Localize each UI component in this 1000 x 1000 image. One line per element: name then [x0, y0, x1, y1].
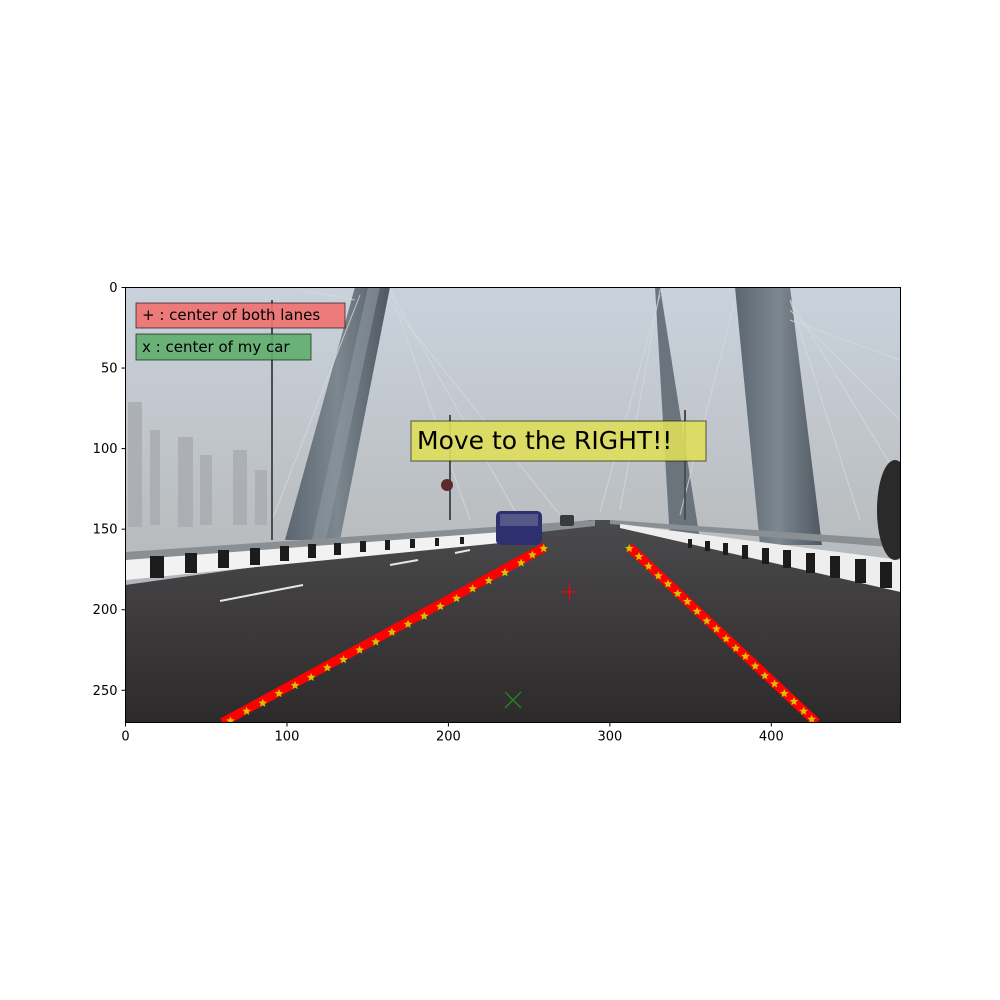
y-tick-label: 0 — [109, 281, 117, 296]
right-lane-points-point — [750, 661, 760, 670]
y-tick-label: 100 — [93, 442, 118, 457]
left-lane-points-point — [323, 663, 332, 672]
left-lane-points-point — [226, 716, 235, 723]
right-lane-points-point — [731, 643, 741, 653]
right-lane-points-point — [634, 552, 644, 561]
left-lane-points-point — [468, 584, 477, 593]
legend-lanes-center-label: + : center of both lanes — [142, 306, 320, 324]
lanes-center-plus — [561, 584, 578, 600]
right-lane-points-point — [712, 624, 721, 633]
x-tick-label: 0 — [121, 730, 129, 745]
left-lane-points-point — [403, 619, 413, 628]
right-lane-points-point — [789, 697, 799, 706]
legend-car-center-box: x : center of my car — [135, 333, 312, 361]
car-center-marker — [504, 691, 522, 709]
x-tick-label: 400 — [759, 730, 784, 745]
left-lane-points-point — [274, 689, 284, 698]
right-lane-points — [624, 544, 816, 723]
right-lane-points-point — [760, 671, 770, 680]
y-tick-label: 150 — [93, 523, 118, 538]
left-lane-points-point — [500, 568, 510, 577]
left-lane-points-point — [436, 602, 445, 611]
lane-overlay — [220, 542, 820, 723]
annotation-layer: + : center of both lanes x : center of m… — [135, 302, 707, 462]
instruction-box: Move to the RIGHT!! — [410, 420, 707, 462]
x-tick-label: 100 — [275, 730, 300, 745]
right-lane-points-point — [644, 561, 653, 570]
right-lane-points-point — [770, 679, 779, 688]
left-lane-points-point — [242, 706, 251, 715]
right-lane-points-point — [624, 544, 634, 553]
left-lane-points-point — [306, 672, 316, 682]
right-lane-points-point — [779, 689, 789, 698]
left-lane-points-point — [371, 637, 381, 646]
x-tick-label: 300 — [597, 730, 622, 745]
left-lane-points-point — [290, 680, 300, 690]
legend-car-center-label: x : center of my car — [142, 338, 290, 356]
left-lane-points-point — [258, 698, 268, 707]
right-lane-points-point — [663, 579, 673, 588]
y-tick-label: 50 — [101, 362, 118, 377]
right-lane-points-point — [692, 606, 702, 615]
right-lane-points-point — [807, 714, 816, 723]
y-tick-label: 200 — [93, 603, 118, 618]
left-lane-points-point — [355, 645, 364, 654]
legend-lanes-center-box: + : center of both lanes — [135, 302, 346, 329]
instruction-label: Move to the RIGHT!! — [417, 426, 672, 455]
right-lane-points-point — [654, 571, 663, 580]
lanes-center-marker — [561, 584, 578, 600]
left-lane-points-point — [387, 627, 397, 636]
y-tick-label: 250 — [93, 684, 118, 699]
car-center-x — [504, 691, 522, 709]
x-tick-label: 200 — [436, 730, 461, 745]
right-lane-points-point — [683, 597, 692, 606]
y-axis: 0 50 100 150 200 250 — [93, 281, 126, 699]
left-lane-points-point — [484, 576, 494, 585]
left-lane-points-point — [528, 550, 537, 559]
left-lane-points — [226, 544, 548, 723]
left-lane-points-point — [452, 593, 461, 603]
left-lane-points-point — [516, 558, 526, 567]
left-lane-points-point — [339, 655, 348, 664]
left-lane-points-point — [419, 611, 429, 620]
right-lane-points-point — [721, 634, 731, 643]
right-lane-points-point — [702, 616, 712, 625]
axes-frame — [125, 287, 901, 723]
right-lane-points-point — [673, 589, 682, 598]
right-lane-points-point — [741, 651, 750, 661]
right-lane-points-point — [799, 706, 808, 715]
left-lane-points-point — [539, 544, 548, 553]
x-axis: 0 100 200 300 400 — [121, 722, 784, 745]
